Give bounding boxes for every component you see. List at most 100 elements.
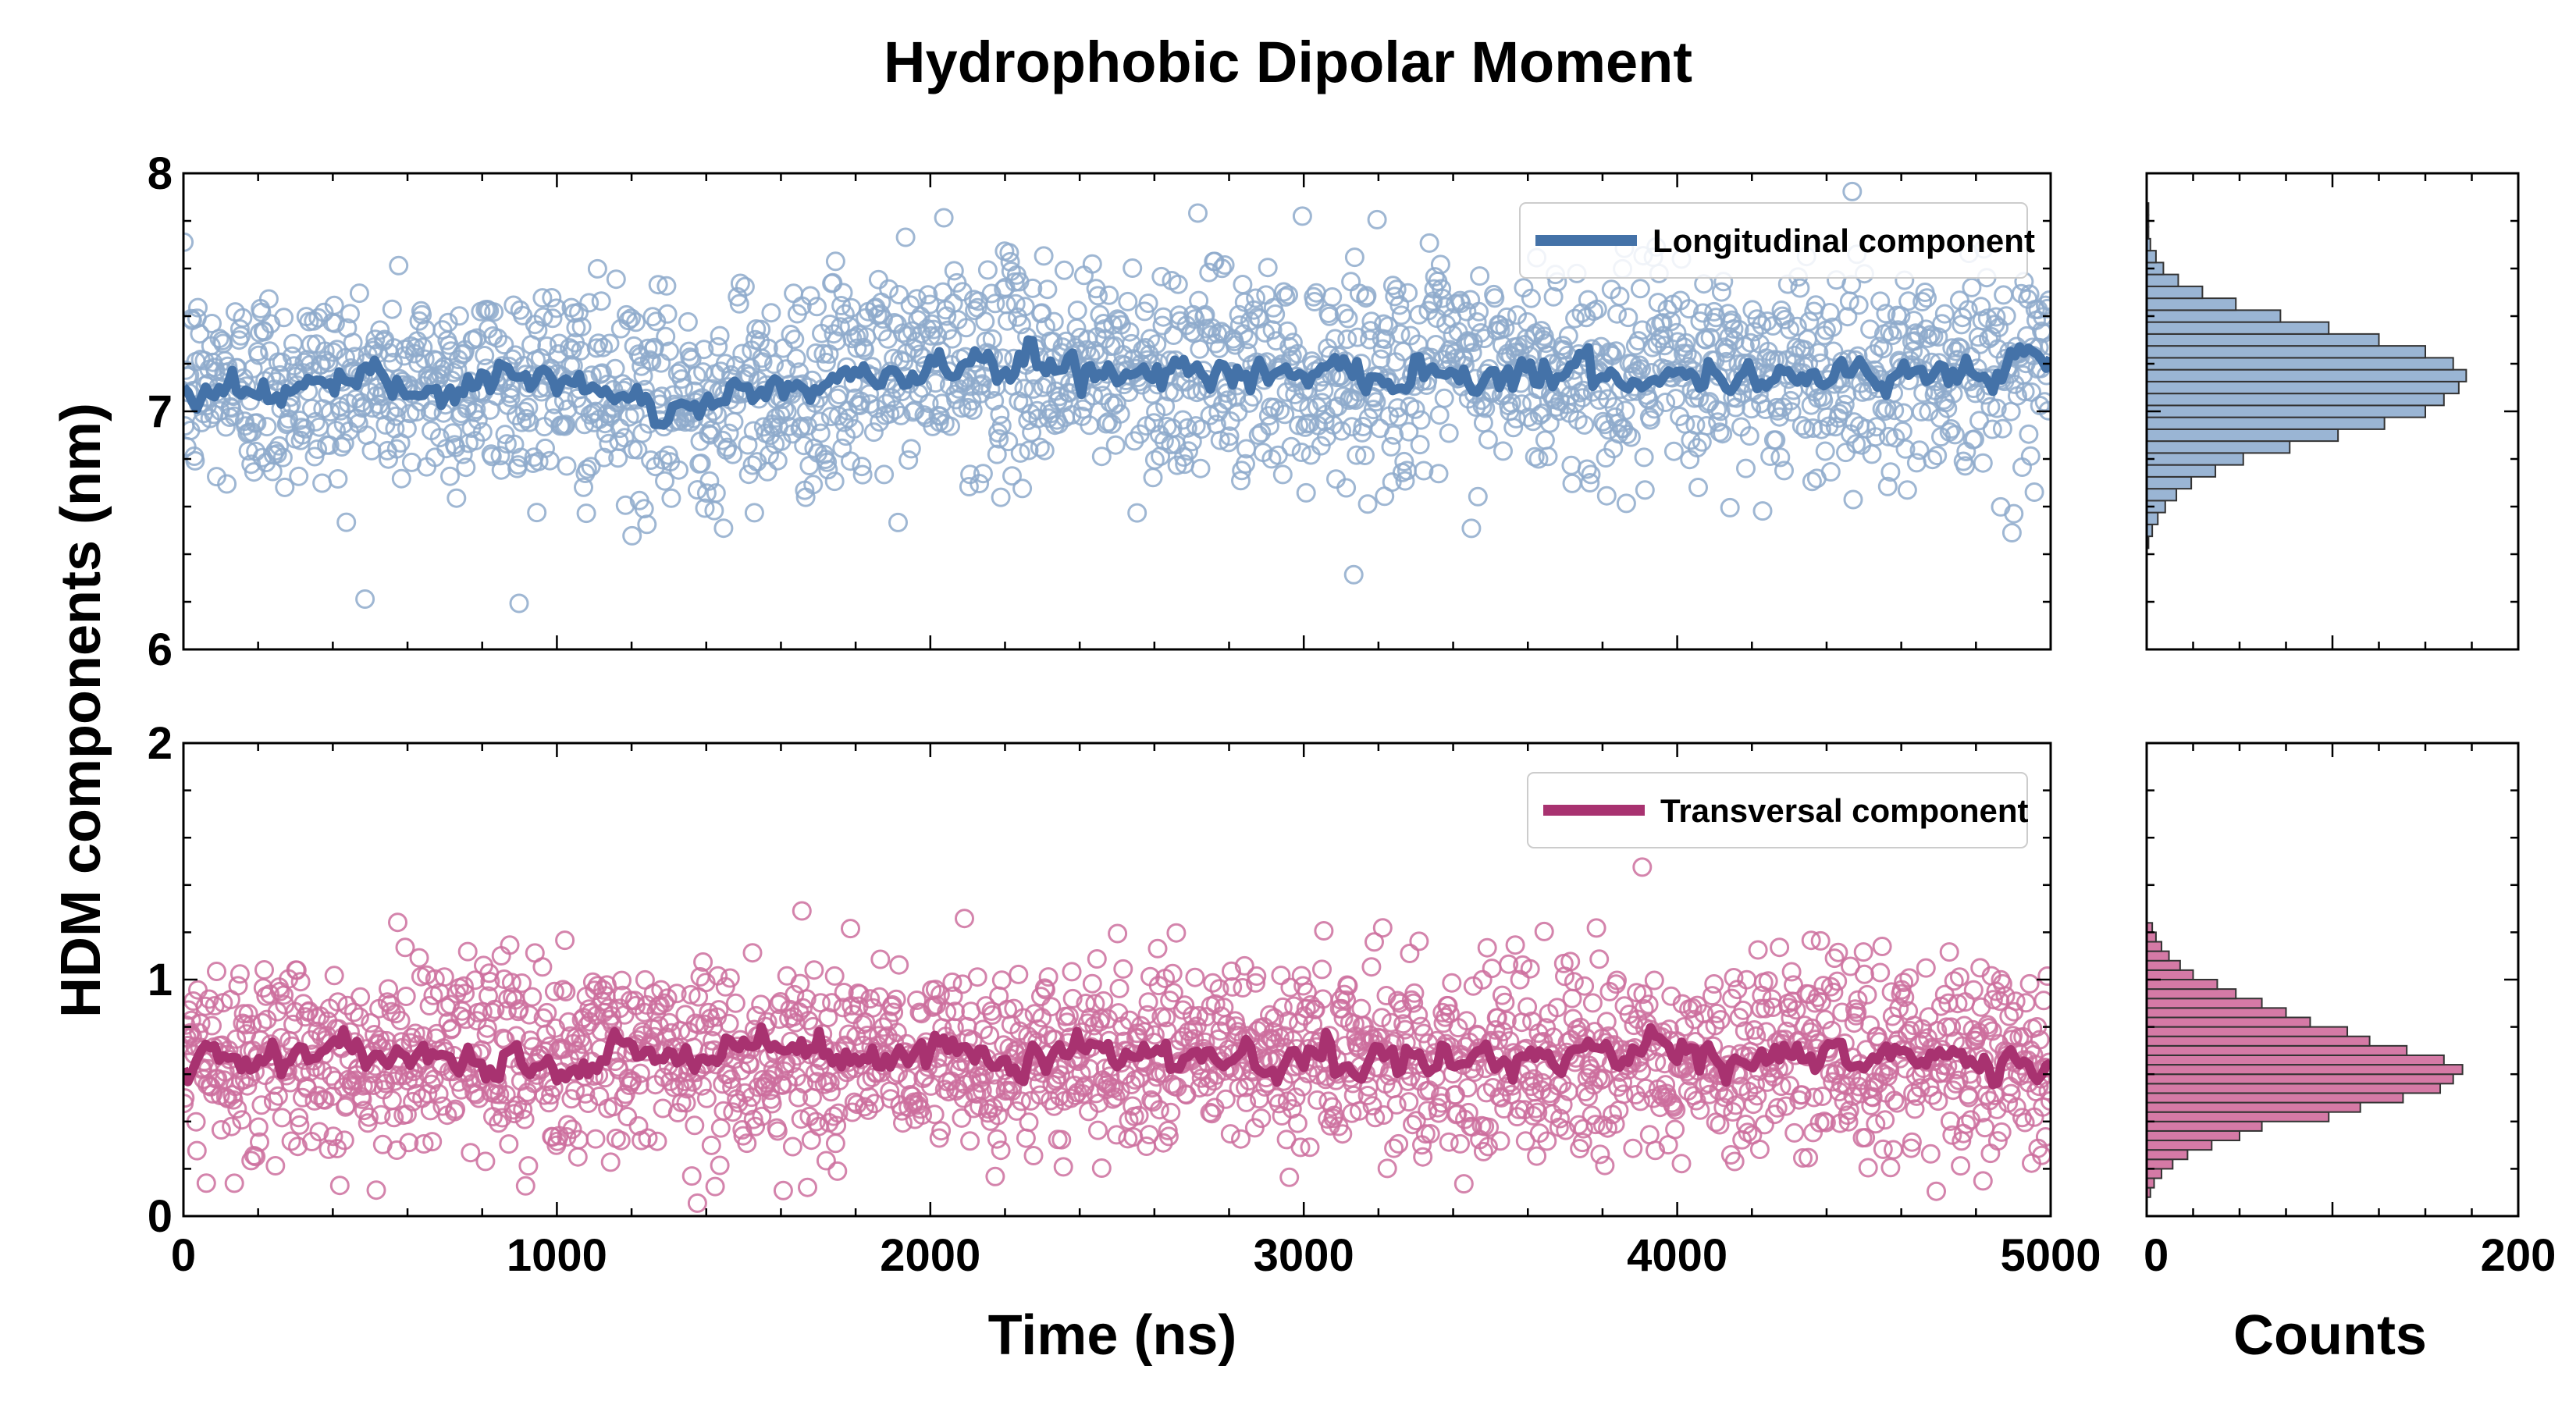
data-point: [1995, 986, 2016, 1006]
data-point: [1479, 1117, 1500, 1137]
data-point: [1127, 503, 1147, 523]
data-point: [745, 1116, 766, 1136]
data-point: [1799, 1147, 1819, 1168]
data-point: [1457, 301, 1477, 322]
data-point: [422, 1132, 443, 1152]
data-point: [1430, 1086, 1450, 1106]
data-point: [1820, 462, 1841, 482]
data-point: [1137, 1136, 1157, 1156]
data-point: [1854, 964, 1874, 984]
data-point: [1287, 1113, 1308, 1133]
data-point: [1754, 1115, 1774, 1135]
data-point: [989, 429, 1009, 449]
data-point: [557, 1115, 578, 1135]
data-point: [2005, 991, 2026, 1012]
data-point: [1023, 278, 1043, 298]
data-point: [695, 498, 715, 518]
data-point: [425, 969, 445, 989]
data-point: [1246, 973, 1266, 993]
data-point: [1736, 458, 1756, 478]
data-point: [1366, 392, 1386, 412]
data-point: [600, 333, 620, 354]
histogram-bar: [2146, 285, 2204, 300]
histogram-bar: [2146, 333, 2380, 347]
data-point: [799, 1011, 819, 1030]
data-point: [594, 447, 614, 468]
data-point: [713, 1101, 734, 1121]
data-point: [1876, 304, 1896, 324]
data-point: [1300, 994, 1321, 1015]
data-point: [681, 984, 701, 1005]
data-point: [1119, 322, 1140, 342]
data-point: [438, 312, 458, 333]
data-point: [1589, 949, 1610, 969]
data-point: [701, 1135, 721, 1155]
histogram-bar: [2146, 1149, 2189, 1161]
data-point: [945, 1001, 965, 1022]
data-point: [1409, 931, 1429, 951]
data-point: [1338, 976, 1358, 996]
data-point: [1666, 389, 1686, 409]
data-point: [729, 293, 749, 314]
data-point: [991, 1140, 1011, 1161]
data-point: [1234, 955, 1254, 976]
y-tick-label: 0: [148, 1191, 173, 1242]
data-point: [1617, 425, 1638, 444]
y-axis-label: HDM components (nm): [50, 403, 112, 1018]
histogram-bar: [2146, 1073, 2454, 1085]
data-point: [1777, 1021, 1797, 1041]
data-point: [1586, 918, 1606, 938]
data-point: [2035, 295, 2051, 315]
histogram-bar: [2146, 959, 2181, 971]
data-point: [642, 351, 662, 372]
data-point: [1229, 315, 1250, 335]
data-point: [1312, 959, 1332, 980]
data-point: [1365, 1108, 1386, 1128]
data-point: [1565, 308, 1585, 329]
data-point: [1357, 1086, 1378, 1105]
data-point: [363, 1076, 383, 1095]
data-point: [343, 333, 363, 353]
data-point: [791, 1109, 811, 1129]
data-point: [1882, 325, 1902, 346]
data-point: [657, 304, 678, 324]
histogram-bar: [2146, 345, 2426, 359]
data-point: [443, 423, 463, 443]
histogram-bar: [2146, 1092, 2404, 1104]
data-point: [1749, 1140, 1770, 1159]
data-point: [1963, 980, 1984, 1000]
data-point: [1185, 967, 1205, 987]
data-point: [591, 291, 611, 311]
data-point: [960, 1131, 980, 1151]
data-point: [592, 363, 612, 383]
data-point: [832, 438, 852, 458]
data-point: [388, 912, 407, 933]
data-point: [799, 456, 820, 475]
data-point: [2030, 1030, 2050, 1050]
data-point: [1582, 1105, 1602, 1126]
histogram-bar: [2146, 1168, 2163, 1179]
data-point: [1197, 1076, 1217, 1097]
data-point: [820, 315, 840, 334]
data-point: [784, 283, 804, 304]
data-point: [1928, 1091, 1948, 1112]
data-point: [1283, 333, 1303, 353]
data-point: [1360, 329, 1379, 350]
data-point: [807, 297, 827, 317]
data-point: [1534, 921, 1554, 941]
data-point: [1036, 980, 1055, 1000]
data-point: [1943, 383, 1963, 404]
data-point: [414, 1134, 434, 1154]
data-point: [855, 340, 874, 361]
data-point: [626, 312, 646, 333]
data-point: [855, 1097, 874, 1117]
data-point: [618, 311, 639, 331]
data-point: [751, 994, 771, 1015]
data-point: [991, 415, 1012, 436]
data-point: [1787, 316, 1807, 336]
data-point: [1505, 935, 1525, 955]
data-point: [709, 1000, 729, 1020]
data-point: [1631, 1061, 1652, 1081]
data-point: [2024, 482, 2044, 502]
